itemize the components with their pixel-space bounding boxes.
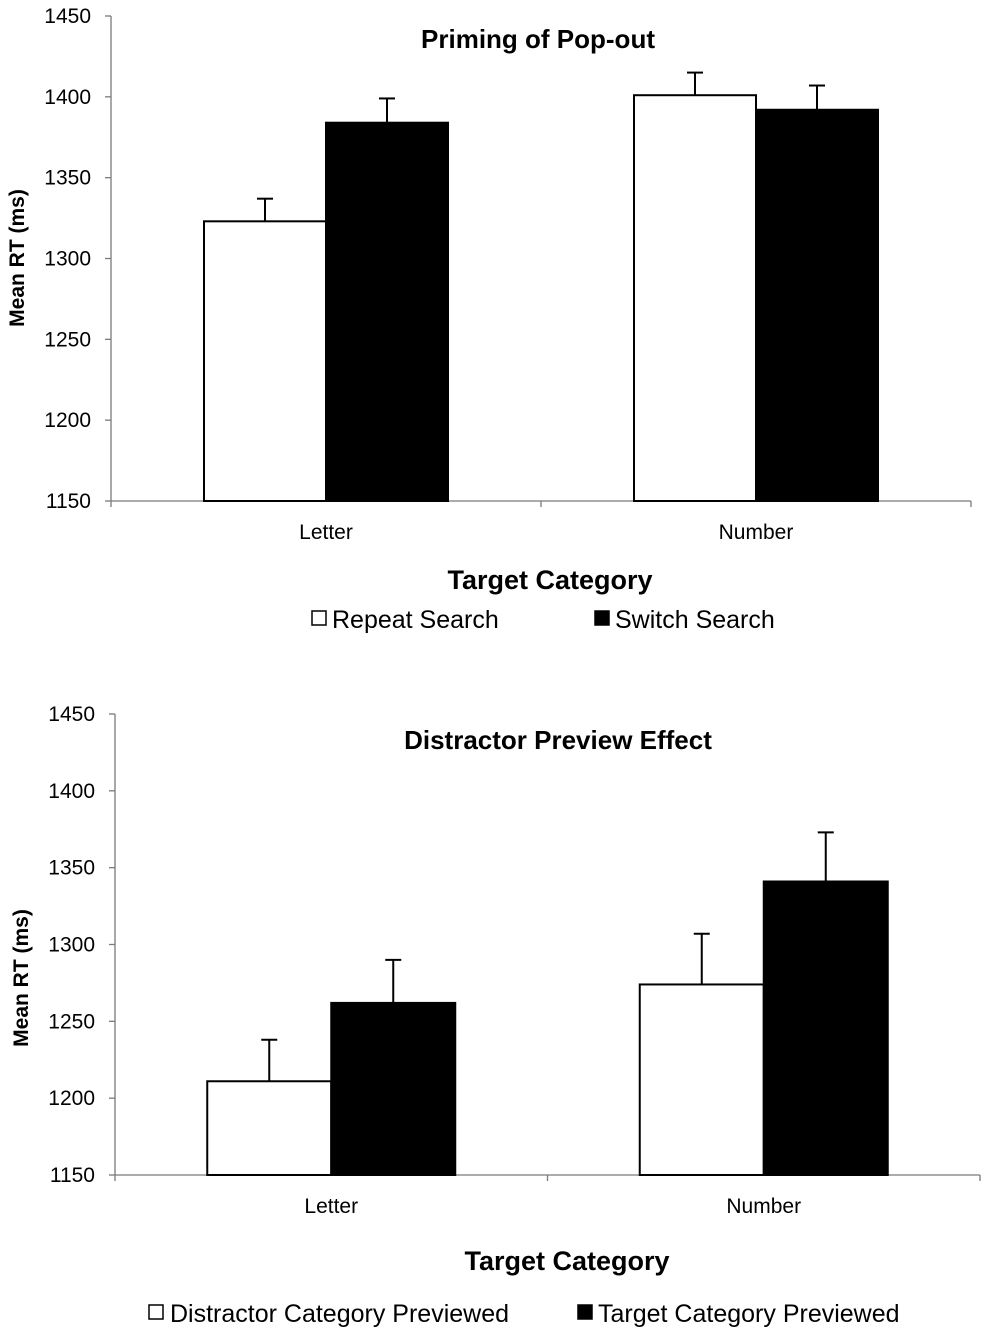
legend-swatch-target-category-previewed [577, 1304, 593, 1320]
y-axis-label: Mean RT (ms) [10, 909, 33, 1047]
y-tick-label: 1300 [48, 934, 95, 957]
y-tick-label: 1400 [44, 86, 91, 109]
x-axis-label: Target Category [447, 565, 652, 595]
y-tick-label: 1250 [48, 1010, 95, 1033]
bar-repeat-search-number [633, 94, 757, 502]
bar-switch-search-number [755, 108, 879, 503]
legend-label-distractor-category-previewed: Distractor Category Previewed [170, 1300, 509, 1328]
y-tick-label: 1200 [48, 1087, 95, 1110]
legend: Repeat Search Switch Search [311, 606, 775, 634]
y-tick-label: 1450 [48, 703, 95, 726]
plot-area: 1150 1200 1250 1300 1350 1400 1450 Letter Number [48, 703, 981, 1218]
y-tick-label: 1350 [44, 167, 91, 190]
bar-distractor-category-previewed-letter [206, 1080, 333, 1176]
y-tick-label: 1150 [46, 490, 91, 513]
bar-switch-search-letter [325, 121, 449, 502]
plot-area: 1150 1200 1250 1300 1350 1400 1450 Letter Number [44, 5, 972, 544]
y-tick-label: 1200 [44, 409, 91, 432]
legend-swatch-switch-search [594, 610, 610, 626]
legend-label-repeat-search: Repeat Search [332, 606, 499, 634]
y-axis-label: Mean RT (ms) [6, 189, 29, 327]
legend-swatch-distractor-category-previewed [148, 1304, 164, 1320]
y-tick-label: 1250 [44, 328, 91, 351]
x-tick-label-number: Number [719, 521, 794, 544]
y-tick-label: 1150 [50, 1164, 95, 1187]
y-tick-label: 1400 [48, 780, 95, 803]
y-tick-label: 1350 [48, 857, 95, 880]
bar-repeat-search-letter [203, 220, 327, 502]
chart-title: Distractor Preview Effect [404, 725, 712, 755]
x-tick-label-number: Number [726, 1195, 801, 1218]
chart-priming-of-pop-out: Priming of Pop-out Mean RT (ms) Target C… [6, 5, 972, 634]
legend-label-target-category-previewed: Target Category Previewed [598, 1300, 900, 1328]
y-tick-label: 1450 [44, 5, 91, 28]
y-tick-label: 1300 [44, 248, 91, 271]
x-tick-label-letter: Letter [299, 521, 353, 544]
chart-title: Priming of Pop-out [421, 24, 655, 54]
bar-target-category-previewed-number [762, 880, 889, 1176]
legend: Distractor Category Previewed Target Cat… [148, 1300, 900, 1328]
x-tick-label-letter: Letter [304, 1195, 358, 1218]
bar-target-category-previewed-letter [330, 1001, 457, 1176]
legend-label-switch-search: Switch Search [615, 606, 775, 634]
legend-swatch-repeat-search [311, 610, 327, 626]
x-axis-label: Target Category [464, 1246, 669, 1276]
chart-distractor-preview-effect: Distractor Preview Effect Mean RT (ms) T… [10, 703, 981, 1328]
bar-distractor-category-previewed-number [638, 983, 765, 1176]
